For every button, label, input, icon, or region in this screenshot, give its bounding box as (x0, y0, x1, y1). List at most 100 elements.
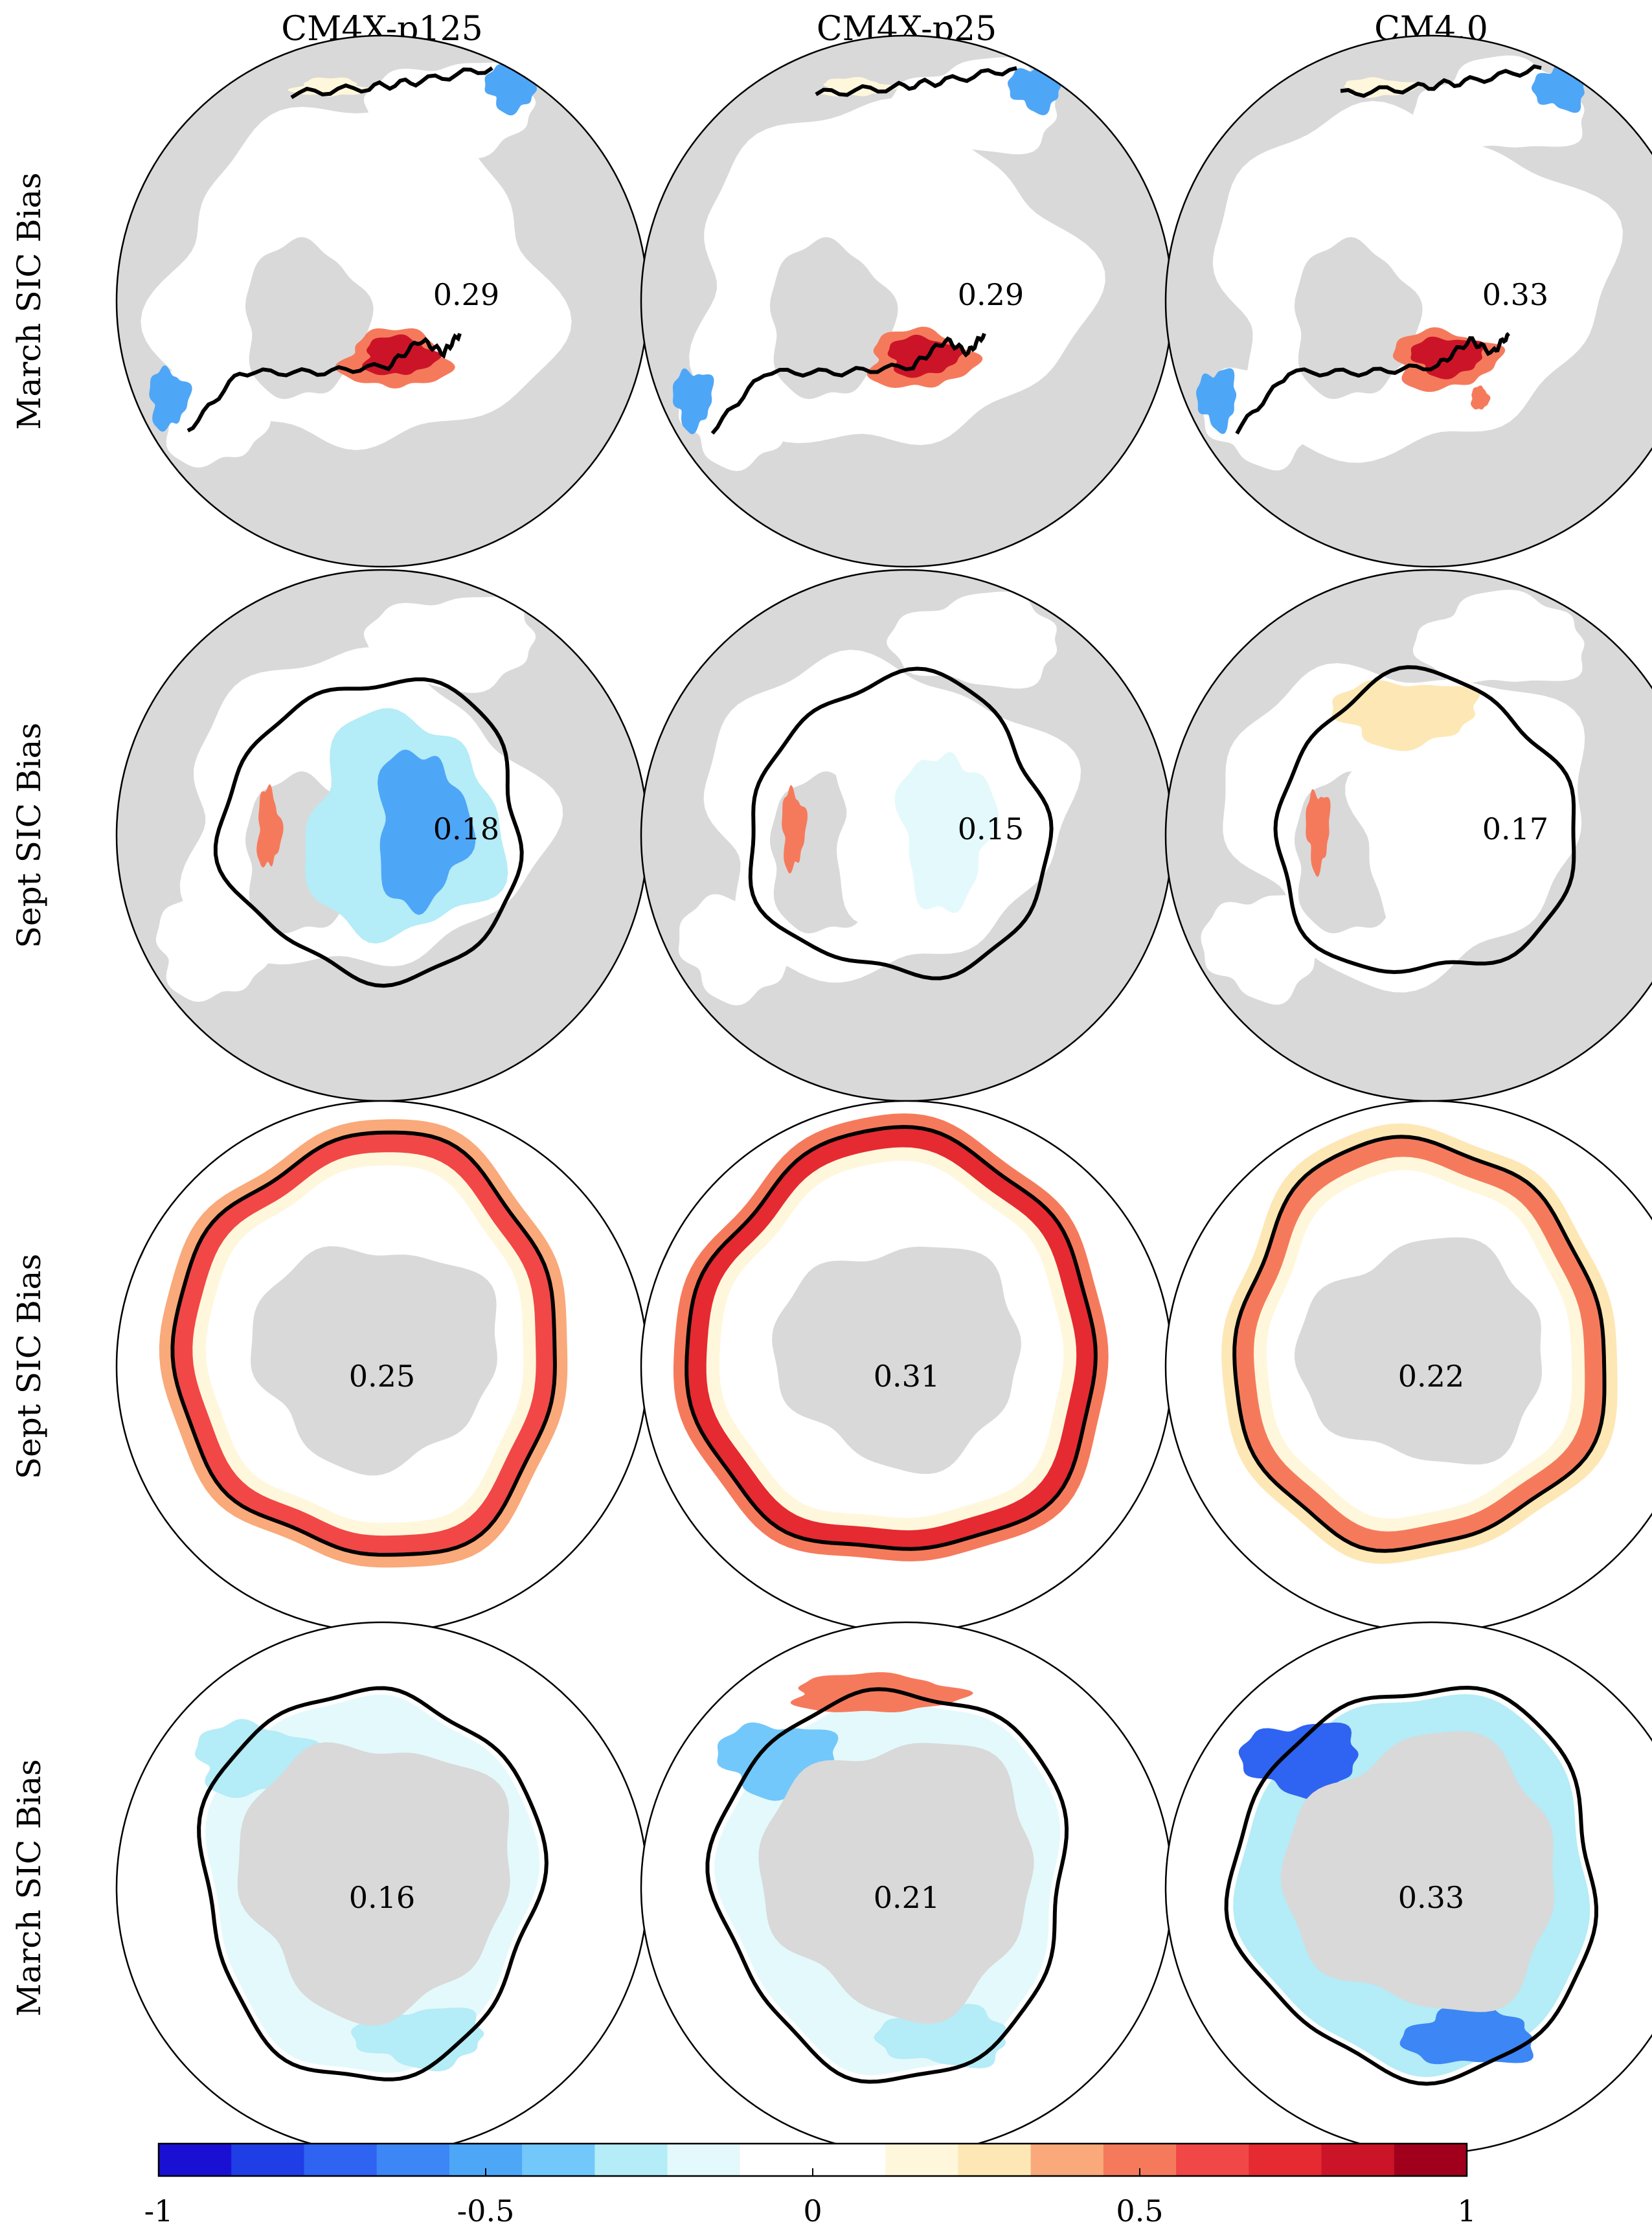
bias-patch-baltic (1471, 385, 1491, 410)
map-panel-1-2: 0.29 (640, 34, 1173, 568)
colorbar-swatch-6 (522, 2144, 595, 2176)
ice-edge-antarctic (1224, 1685, 1599, 2086)
ice-edge-antarctic (705, 1687, 1069, 2084)
map-panel-2-2: 0.15 (640, 569, 1173, 1102)
panel-value-3-2: 0.31 (874, 1359, 940, 1394)
bias-patch-ross (1399, 2002, 1533, 2065)
panel-value-1-3: 0.33 (1482, 277, 1548, 312)
ice-edge-pacific (290, 66, 493, 100)
row-labels: March SIC Bias Sept SIC Bias Sept SIC Bias… (10, 172, 48, 2016)
bias-patch-labrador (1196, 368, 1237, 435)
bias-patch-beaufort (1331, 679, 1480, 751)
map-panel-3-3: 0.22 (1164, 1100, 1652, 1633)
labrador-sea (678, 894, 798, 1006)
panel-value-2-3: 0.17 (1482, 811, 1548, 846)
ice-edge-arctic (213, 677, 524, 988)
ice-edge-pacific (1340, 64, 1542, 98)
colorbar-tick-label-3: 0 (803, 2193, 822, 2228)
pacific-sector (887, 591, 1058, 689)
ice-edge-arctic (1273, 665, 1576, 975)
ice-edge-antarctic (685, 1125, 1098, 1551)
greenland (769, 237, 898, 400)
panel-value-2-2: 0.15 (958, 811, 1024, 846)
antarctica (1295, 1237, 1542, 1465)
colorbar-tick-label-1: -1 (144, 2193, 174, 2228)
row-label-4: March SIC Bias (10, 1759, 48, 2016)
map-panel-2-3: 0.17 (1164, 569, 1652, 1102)
bias-patch-bering (288, 77, 373, 96)
map-panel-3-1: 0.25 (115, 1100, 649, 1633)
row-label-2: Sept SIC Bias (10, 723, 48, 948)
bias-patch-archipelago (256, 784, 284, 868)
colorbar-swatch-7 (594, 2144, 668, 2176)
bias-patch-archipelago (782, 785, 808, 874)
colorbar-tick-label-4: 0.5 (1116, 2193, 1163, 2228)
panel-value-4-2: 0.21 (874, 1880, 940, 1915)
antarctica (772, 1247, 1021, 1474)
colorbar-swatch-18 (1394, 2144, 1467, 2176)
colorbar-swatch-15 (1176, 2144, 1249, 2176)
column-titles: CM4X-p125 CM4X-p25 CM4.0 (281, 10, 1488, 49)
map-panels: 0.29 0.29 0.33 0.18 0.15 0.17 0.25 0.31 0.22 0.16… (115, 34, 1652, 2155)
map-panel-4-2: 0.21 (640, 1621, 1173, 2155)
colorbar-swatch-4 (376, 2144, 450, 2176)
panel-value-1-2: 0.29 (958, 277, 1024, 312)
colorbar-swatch-12 (958, 2144, 1032, 2176)
ice-edge-atlantic (710, 332, 986, 435)
map-panel-4-1: 0.16 (115, 1621, 649, 2155)
ice-edge-antarctic (170, 1130, 557, 1557)
map-panel-2-1: 0.18 (115, 569, 649, 1102)
ice-edge-antarctic (1232, 1135, 1607, 1553)
bias-patch-archipelago (1306, 789, 1331, 877)
colorbar-swatch-8 (667, 2144, 741, 2176)
antarctica (237, 1742, 510, 2026)
colorbar-tick-label-5: 1 (1457, 2193, 1476, 2228)
map-panel-1-3: 0.33 (1164, 34, 1652, 568)
labrador-sea (155, 889, 280, 1002)
ice-edge-atlantic (187, 333, 462, 433)
antarctica (1280, 1731, 1555, 2012)
ice-edge-antarctic (197, 1686, 549, 2081)
map-panel-3-2: 0.31 (640, 1100, 1173, 1633)
bias-patch-arctic-core (378, 749, 476, 915)
antarctica (251, 1246, 497, 1476)
colorbar-swatch-2 (231, 2144, 304, 2176)
labrador-sea (1201, 894, 1320, 1005)
bias-patch-weddell (1238, 1722, 1359, 1800)
pacific-sector (363, 596, 536, 693)
panel-value-4-3: 0.33 (1398, 1880, 1464, 1915)
colorbar-swatch-10 (813, 2144, 886, 2176)
ice-edge-arctic (748, 666, 1054, 980)
greenland (1294, 237, 1423, 400)
row-label-1: March SIC Bias (10, 172, 48, 429)
colorbar: -1 -0.5 0 0.5 1 (144, 2142, 1477, 2228)
row-label-3: Sept SIC Bias (10, 1254, 48, 1479)
bias-patch-labrador (149, 365, 192, 432)
arctic-ocean (141, 107, 572, 450)
colorbar-tick-label-2: -0.5 (457, 2193, 515, 2228)
colorbar-swatch-3 (304, 2144, 378, 2176)
panel-outline (1164, 34, 1652, 568)
pacific-sector (1412, 589, 1585, 684)
bias-patch-arctic-core (894, 752, 999, 913)
panel-value-3-1: 0.25 (349, 1359, 415, 1394)
panel-value-2-1: 0.18 (433, 811, 499, 846)
colorbar-swatch-1 (159, 2144, 232, 2176)
bias-patch-labrador (672, 368, 714, 435)
colorbar-swatch-16 (1249, 2144, 1322, 2176)
ice-edge-pacific (815, 66, 1017, 97)
panel-value-1-1: 0.29 (433, 277, 499, 312)
bias-patch-arctic-core (1415, 753, 1519, 916)
ice-edge-atlantic (1235, 332, 1510, 435)
colorbar-swatch-9 (740, 2144, 813, 2176)
map-panel-1-1: 0.29 (115, 34, 649, 568)
antarctica (758, 1743, 1034, 2024)
colorbar-swatch-17 (1321, 2144, 1395, 2176)
map-panel-4-3: 0.33 (1164, 1621, 1652, 2155)
panel-value-3-3: 0.22 (1398, 1359, 1464, 1394)
greenland (245, 237, 374, 400)
panel-value-4-1: 0.16 (349, 1880, 415, 1915)
colorbar-swatch-13 (1030, 2144, 1104, 2176)
colorbar-swatch-11 (885, 2144, 958, 2176)
